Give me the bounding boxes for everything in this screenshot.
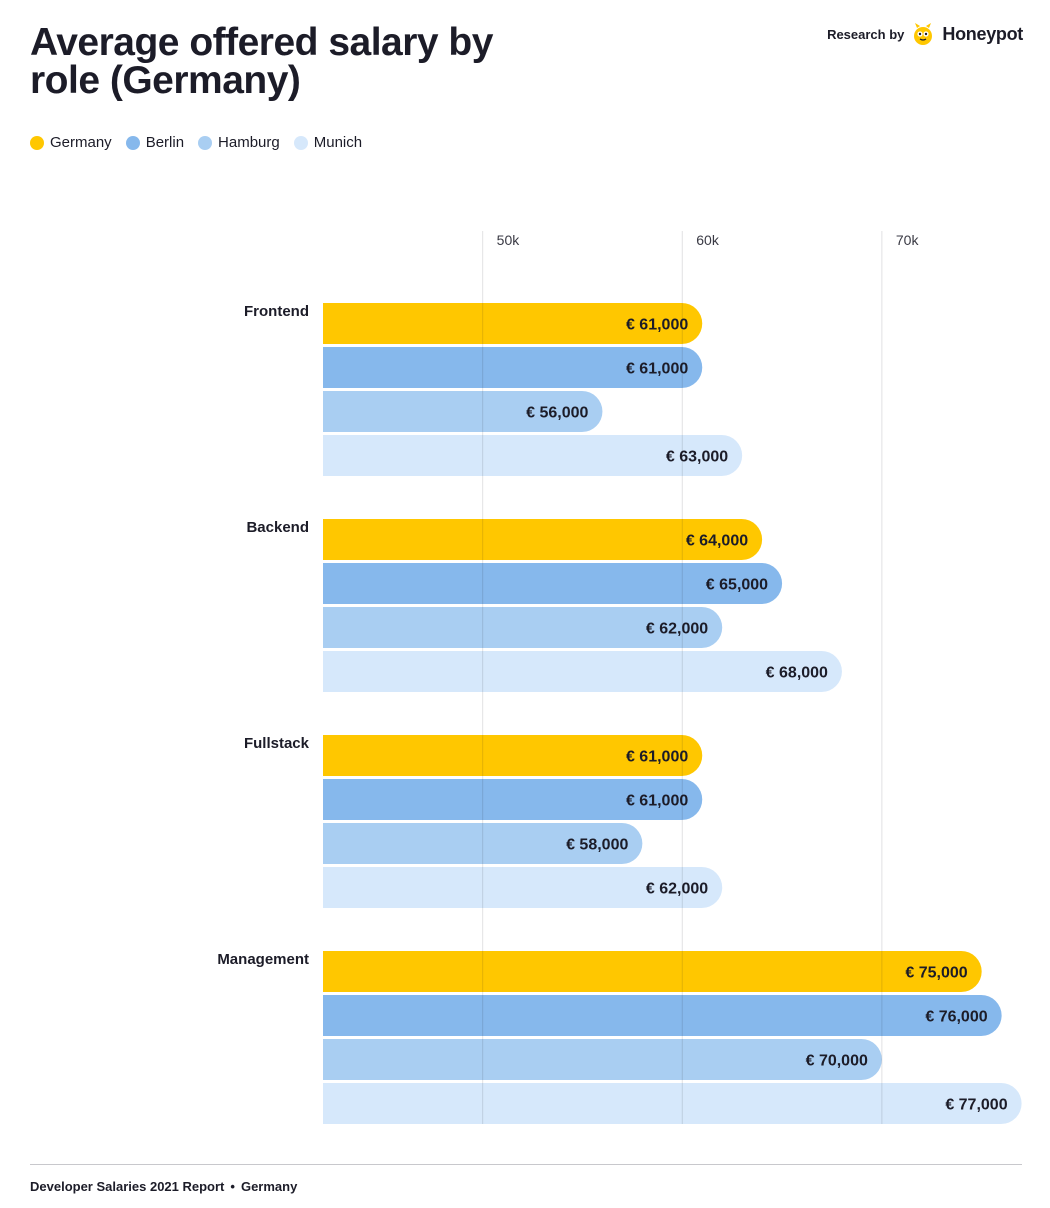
- bar-value-label: € 61,000: [626, 793, 688, 810]
- bar-munich-fullstack: [323, 867, 723, 908]
- bar-value-label: € 58,000: [566, 837, 628, 854]
- bar-value-label: € 61,000: [626, 361, 688, 378]
- chart-title: Average offered salary by role (Germany): [30, 21, 493, 102]
- bar-germany-backend: [323, 519, 763, 560]
- bar-munich-frontend: [323, 434, 743, 476]
- bar-germany-frontend: [323, 303, 703, 344]
- bar-value-label: € 61,000: [626, 749, 688, 766]
- footer: Developer Salaries 2021 Report • Germany: [30, 1179, 297, 1194]
- research-by-label: Research by: [827, 26, 905, 42]
- footer-country: Germany: [240, 1179, 298, 1194]
- category-label: Management: [217, 951, 309, 968]
- bar-value-label: € 77,000: [945, 1097, 1007, 1114]
- bar-value-label: € 61,000: [626, 317, 688, 334]
- category-label: Backend: [246, 519, 309, 536]
- bar-germany-management: [323, 951, 982, 992]
- bar-hamburg-fullstack: [323, 823, 643, 864]
- bar-value-label: € 64,000: [686, 533, 748, 550]
- bar-berlin-management: [323, 995, 1002, 1036]
- bar-value-label: € 70,000: [806, 1053, 868, 1070]
- legend-label: Hamburg: [218, 134, 280, 151]
- honeypot-bee-logo-icon: [912, 22, 934, 46]
- bar-value-label: € 76,000: [925, 1009, 987, 1026]
- bar-berlin-fullstack: [323, 779, 703, 820]
- legend-dot-icon: [293, 135, 308, 150]
- legend-item-germany: Germany: [30, 134, 112, 151]
- bar-value-label: € 62,000: [646, 881, 708, 898]
- tick-label: 60k: [696, 232, 720, 248]
- legend-item-berlin: Berlin: [125, 134, 185, 151]
- bar-munich-management: [323, 1083, 1022, 1124]
- bar-value-label: € 62,000: [646, 621, 708, 638]
- legend: Germany Berlin Hamburg Munich: [30, 134, 362, 151]
- bar-value-label: € 56,000: [526, 405, 588, 422]
- legend-label: Berlin: [145, 134, 185, 151]
- bar-berlin-frontend: [323, 347, 703, 388]
- footer-separator: •: [230, 1179, 235, 1194]
- bar-germany-fullstack: [323, 735, 703, 776]
- honeypot-wordmark: Honeypot: [942, 23, 1023, 44]
- legend-dot-icon: [125, 135, 140, 150]
- legend-item-munich: Munich: [293, 134, 363, 151]
- category-label: Frontend: [244, 303, 309, 320]
- bar-hamburg-management: [323, 1039, 882, 1080]
- bar-chart: Frontend € 61,000 € 61,000 € 56,000 € 63,000…: [217, 231, 1022, 1124]
- legend-label: Munich: [313, 134, 363, 151]
- legend-dot-icon: [198, 135, 213, 150]
- footer-report-title: Developer Salaries 2021 Report: [30, 1179, 225, 1194]
- bar-hamburg-frontend: [323, 391, 603, 432]
- bar-value-label: € 63,000: [666, 449, 728, 466]
- bar-value-label: € 65,000: [706, 577, 768, 594]
- brand-credit: Research by Honeypot: [827, 20, 1023, 48]
- legend-label: Germany: [50, 134, 112, 151]
- bar-munich-backend: [323, 651, 842, 692]
- tick-label: 70k: [896, 232, 920, 248]
- category-label: Fullstack: [244, 735, 310, 752]
- tick-label: 50k: [497, 232, 521, 248]
- legend-item-hamburg: Hamburg: [198, 134, 280, 151]
- legend-dot-icon: [30, 135, 44, 150]
- bar-hamburg-backend: [323, 607, 723, 648]
- bar-value-label: € 75,000: [905, 965, 967, 982]
- bar-value-label: € 68,000: [766, 665, 828, 682]
- bar-berlin-backend: [323, 563, 783, 604]
- footer-divider: [30, 1164, 1022, 1165]
